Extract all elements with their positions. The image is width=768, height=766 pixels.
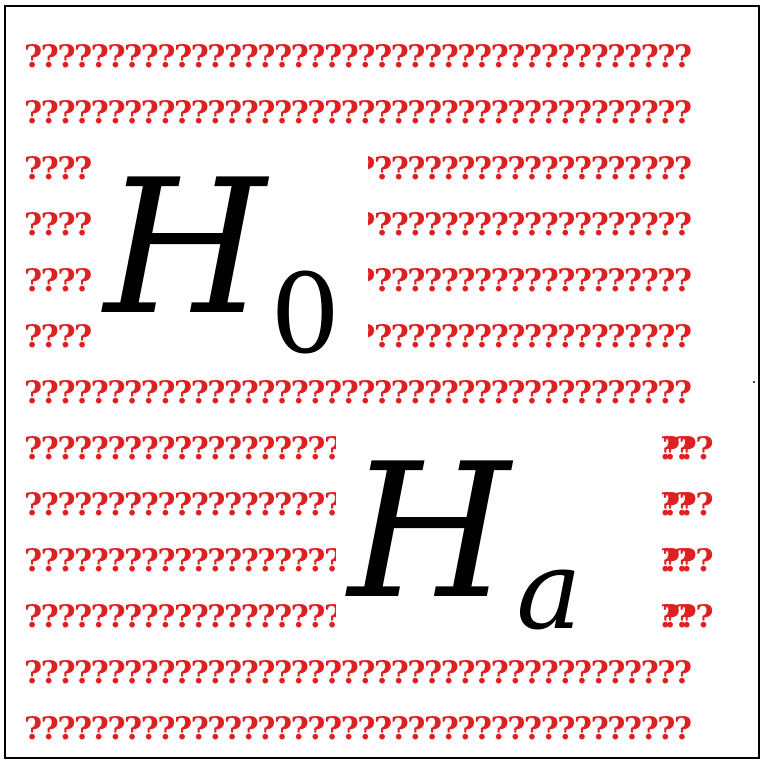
question-mark-row: ???????????????????????????????????????? — [24, 711, 692, 747]
null-hypothesis-panel — [92, 149, 368, 369]
question-mark-row: ??? — [662, 599, 714, 635]
null-hypothesis-letter: H — [104, 139, 267, 356]
stray-dot — [753, 381, 755, 383]
question-mark-row: ??? — [662, 431, 714, 467]
alternative-hypothesis-subscript: a — [516, 526, 582, 654]
null-hypothesis-subscript: 0 — [270, 250, 341, 378]
alternative-hypothesis-panel — [336, 429, 662, 649]
question-mark-row: ???????????????????????????????????????? — [24, 655, 692, 691]
question-mark-row: ???????????????????????????????????????? — [24, 375, 692, 411]
question-mark-row: ??? — [662, 543, 714, 579]
figure-frame: ????????????????????????????????????????… — [4, 5, 760, 759]
alternative-hypothesis-symbol: Ha — [348, 439, 582, 646]
question-mark-row: ???????????????????????????????????????? — [24, 95, 692, 131]
null-hypothesis-symbol: H0 — [104, 155, 340, 370]
question-mark-row: ???????????????????????????????????????? — [24, 39, 692, 75]
question-mark-row: ??? — [662, 487, 714, 523]
alternative-hypothesis-letter: H — [348, 423, 511, 640]
